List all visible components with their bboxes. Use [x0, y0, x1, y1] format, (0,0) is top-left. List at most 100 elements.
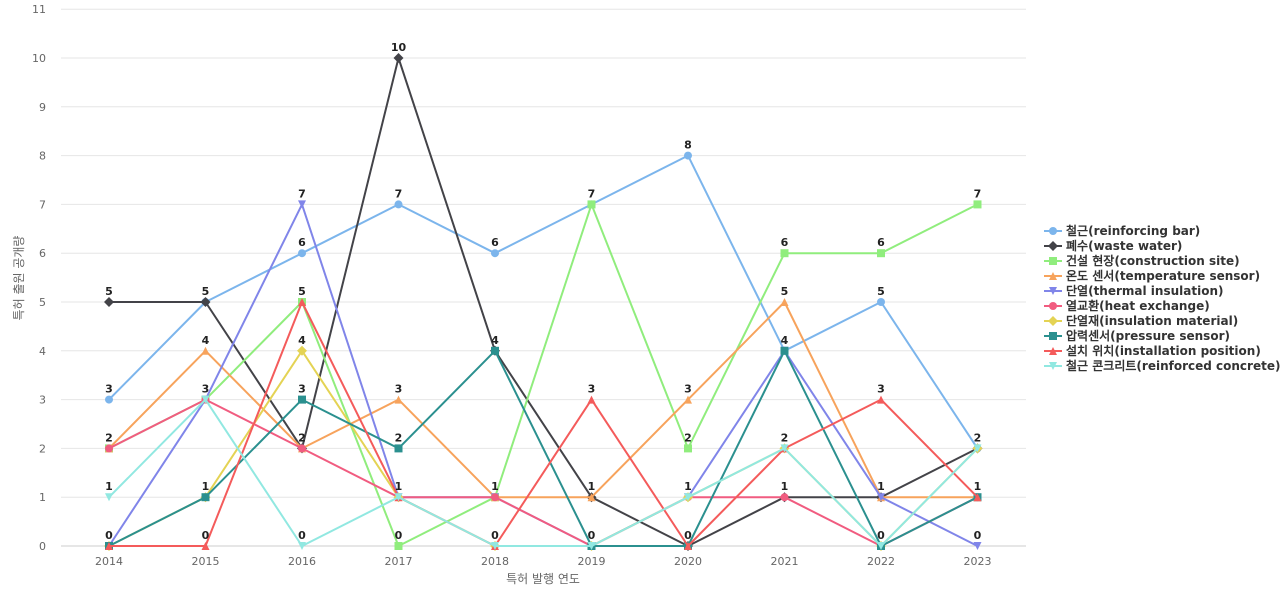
data-label: 4: [491, 334, 499, 347]
x-tick-label: 2021: [771, 555, 799, 568]
legend-label: 폐수(waste water): [1066, 239, 1183, 253]
legend-item[interactable]: 온도 센서(temperature sensor): [1044, 268, 1280, 283]
point-marker: [491, 346, 499, 355]
point-marker: [491, 542, 499, 550]
legend-label: 압력센서(pressure sensor): [1066, 329, 1230, 343]
legend-label: 단열재(insulation material): [1066, 314, 1239, 328]
x-tick-label: 2019: [578, 555, 606, 568]
data-label: 0: [491, 529, 499, 542]
data-label: 3: [877, 383, 885, 396]
x-tick-label: 2016: [288, 555, 316, 568]
legend-item[interactable]: 열교환(heat exchange): [1044, 298, 1280, 313]
legend-label: 열교환(heat exchange): [1066, 299, 1210, 313]
data-label: 3: [684, 383, 692, 396]
y-tick-label: 2: [39, 442, 46, 455]
data-label: 2: [105, 431, 113, 444]
y-tick-label: 3: [39, 394, 46, 407]
y-tick-label: 6: [39, 247, 46, 260]
data-label: 5: [202, 285, 210, 298]
legend-label: 온도 센서(temperature sensor): [1066, 269, 1261, 283]
data-label: 7: [298, 187, 306, 200]
point-marker: [298, 200, 306, 209]
legend-swatch: [1044, 286, 1062, 295]
data-label: 1: [395, 480, 403, 493]
data-label: 0: [395, 529, 403, 542]
point-marker: [973, 200, 982, 209]
legend-label: 건설 현장(construction site): [1066, 254, 1240, 268]
legend-item[interactable]: 단열(thermal insulation): [1044, 283, 1280, 298]
point-marker: [780, 444, 789, 453]
legend-item[interactable]: 철근(reinforcing bar): [1044, 223, 1280, 238]
point-marker: [104, 297, 114, 307]
point-marker: [780, 346, 789, 355]
point-marker: [684, 444, 692, 453]
point-marker: [297, 345, 307, 356]
legend-item[interactable]: 설치 위치(installation position): [1044, 343, 1280, 358]
point-marker: [393, 53, 404, 63]
point-marker: [587, 542, 596, 550]
data-label: 4: [781, 334, 789, 347]
legend-swatch: [1044, 331, 1062, 340]
point-marker: [877, 298, 885, 306]
data-label: 1: [202, 480, 210, 493]
legend-label: 단열(thermal insulation): [1066, 284, 1224, 298]
legend-swatch: [1044, 271, 1062, 280]
point-marker: [298, 444, 306, 453]
legend-swatch: [1044, 256, 1062, 265]
point-marker: [1049, 286, 1057, 295]
x-tick-label: 2020: [674, 555, 702, 568]
point-marker: [491, 249, 499, 258]
x-axis-ticks: 2014 2015 2016 2017 2018 2019 2020 2021 2022 2023: [95, 555, 992, 568]
point-marker: [201, 395, 210, 404]
data-label: 1: [684, 480, 692, 493]
data-label: 2: [974, 431, 982, 444]
point-marker: [298, 542, 306, 550]
data-label: 7: [395, 187, 403, 200]
point-marker: [200, 297, 211, 307]
point-marker: [973, 542, 982, 550]
data-label: 5: [105, 285, 113, 298]
data-label: 1: [588, 480, 596, 493]
x-axis-title: 특허 발행 연도: [506, 571, 580, 586]
data-label: 6: [298, 236, 306, 249]
legend-item[interactable]: 건설 현장(construction site): [1044, 253, 1280, 268]
data-label: 5: [298, 285, 306, 298]
data-label: 5: [781, 285, 789, 298]
legend-label: 설치 위치(installation position): [1066, 344, 1261, 358]
y-tick-label: 11: [32, 3, 46, 16]
x-tick-label: 2018: [481, 555, 509, 568]
data-label: 3: [298, 383, 306, 396]
legend-swatch: [1044, 315, 1062, 326]
point-marker: [394, 493, 403, 502]
y-tick-label: 7: [39, 198, 46, 211]
series-line: [108, 203, 978, 547]
data-label: 0: [684, 529, 692, 542]
point-marker: [1048, 315, 1058, 326]
data-label: 8: [684, 139, 692, 152]
point-marker: [298, 395, 306, 404]
y-tick-label: 1: [39, 491, 46, 504]
point-marker: [780, 493, 789, 502]
y-tick-label: 9: [39, 101, 46, 114]
series-line: [108, 301, 978, 499]
point-marker: [1049, 256, 1057, 265]
point-marker: [1049, 301, 1057, 310]
point-marker: [105, 444, 113, 453]
x-tick-label: 2015: [192, 555, 220, 568]
legend-item[interactable]: 압력센서(pressure sensor): [1044, 328, 1280, 343]
point-marker: [298, 249, 306, 258]
point-marker: [780, 249, 789, 258]
data-label: 3: [202, 383, 210, 396]
legend-item[interactable]: 폐수(waste water): [1044, 238, 1280, 253]
point-marker: [587, 395, 596, 404]
data-label: 2: [298, 431, 306, 444]
legend-item[interactable]: 단열재(insulation material): [1044, 313, 1280, 328]
series-line: [108, 398, 979, 547]
legend-item[interactable]: 철근 콘크리트(reinforced concrete): [1044, 358, 1280, 373]
legend-label: 철근 콘크리트(reinforced concrete): [1066, 359, 1280, 373]
data-label: 3: [395, 383, 403, 396]
data-label: 2: [781, 431, 789, 444]
data-label: 6: [491, 236, 499, 249]
x-tick-label: 2023: [964, 555, 992, 568]
